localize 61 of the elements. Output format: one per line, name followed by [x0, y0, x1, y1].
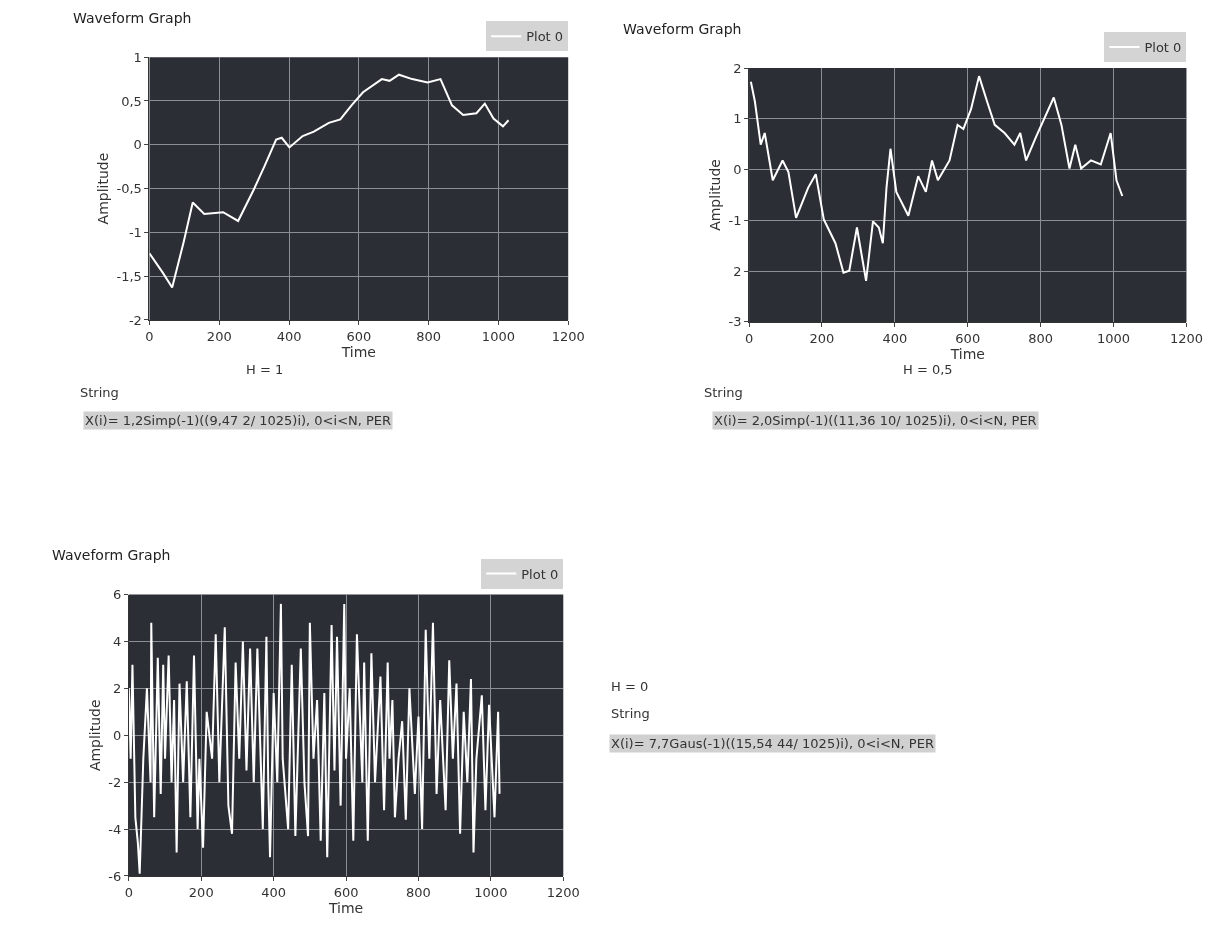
legend-label: Plot 0: [521, 566, 559, 582]
y-tick-label: 2: [733, 60, 742, 76]
x-axis-title: Time: [949, 345, 985, 362]
y-tick-label: -0,5: [116, 181, 142, 197]
y-tick-label: -1: [128, 224, 142, 240]
y-tick-label: 0: [733, 162, 742, 178]
x-tick-label: 1200: [551, 328, 585, 344]
y-tick-label: 1: [133, 49, 142, 65]
x-axis-title: Time: [340, 343, 376, 360]
x-tick-label: 600: [346, 328, 372, 344]
text: H = 0: [611, 679, 649, 694]
legend-label: Plot 0: [1144, 40, 1182, 56]
y-axis-title: Amplitude: [95, 152, 112, 225]
y-tick-label: 0: [133, 137, 142, 153]
x-tick-label: 200: [206, 328, 232, 344]
x-tick-label: 800: [406, 884, 431, 900]
y-tick-label: -4: [108, 821, 122, 837]
x-tick-label: 200: [188, 884, 214, 900]
chart-title: Waveform Graph: [52, 547, 171, 563]
x-tick-label: 600: [955, 330, 981, 346]
x-tick-label: 200: [809, 330, 835, 346]
y-tick-label: 2: [733, 263, 742, 279]
text: String: [704, 385, 743, 400]
chart-title: Waveform Graph: [73, 10, 192, 26]
x-tick-label: 600: [333, 884, 359, 900]
y-tick-label: -3: [728, 314, 742, 330]
y-tick-label: -6: [108, 868, 122, 884]
x-tick-label: 1000: [474, 884, 508, 900]
x-tick-label: 400: [276, 328, 302, 344]
y-tick-label: -1: [728, 212, 742, 228]
text: X(i)= 1,2Simp(-1)((9,47 2/ 1025)i), 0<i<N, PER: [85, 413, 392, 428]
y-tick-label: 4: [112, 633, 122, 649]
y-tick-label: -1,5: [116, 268, 142, 284]
x-tick-label: 1000: [1097, 330, 1131, 346]
x-tick-label: 0: [744, 330, 754, 346]
x-tick-label: 1200: [1169, 330, 1204, 346]
text: X(i)= 2,0Simp(-1)((11,36 10/ 1025)i), 0<i<N, PER: [714, 413, 1037, 428]
x-tick-label: 800: [1028, 330, 1054, 346]
y-axis-title: Amplitude: [707, 159, 724, 231]
y-tick-label: 6: [112, 587, 122, 603]
y-tick-label: 2: [112, 680, 122, 696]
y-axis-title: Amplitude: [86, 699, 103, 772]
y-tick-label: 0: [112, 727, 122, 743]
x-tick-label: 400: [882, 330, 908, 346]
text: String: [611, 706, 650, 721]
y-tick-label: 1: [733, 111, 742, 127]
text: H = 1: [246, 362, 284, 377]
x-axis-title: Time: [327, 899, 364, 916]
x-tick-label: 1000: [481, 328, 515, 344]
x-tick-label: 800: [416, 328, 442, 344]
y-tick-label: -2: [108, 774, 122, 790]
y-tick-label: -2: [128, 312, 142, 328]
text: String: [80, 385, 119, 400]
chart-title: Waveform Graph: [623, 21, 742, 37]
text: H = 0,5: [903, 362, 953, 377]
y-tick-label: 0,5: [121, 93, 142, 109]
x-tick-label: 1200: [546, 884, 580, 900]
x-tick-label: 0: [145, 328, 154, 344]
legend-label: Plot 0: [526, 29, 564, 45]
x-tick-label: 400: [261, 884, 287, 900]
text: X(i)= 7,7Gaus(-1)((15,54 44/ 1025)i), 0<i<N, PER: [611, 736, 934, 751]
